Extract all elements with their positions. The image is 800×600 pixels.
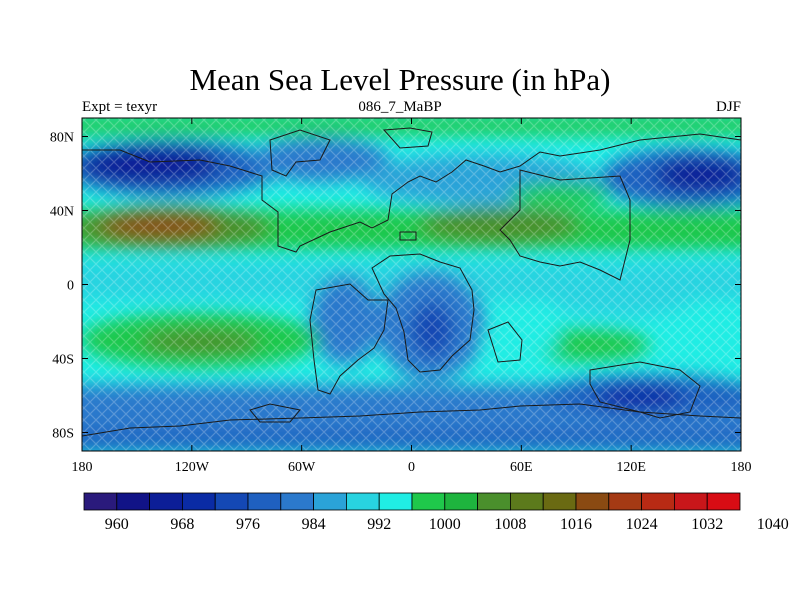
colorbar-swatch bbox=[247, 492, 282, 511]
colorbar-label: 1016 bbox=[560, 516, 592, 533]
colorbar-swatch bbox=[116, 492, 151, 511]
colorbar-swatch bbox=[509, 492, 544, 511]
colorbar-label: 1032 bbox=[691, 516, 723, 533]
colorbar-swatch bbox=[378, 492, 413, 511]
colorbar-label: 1040 bbox=[757, 516, 789, 533]
x-tick-label: 180 bbox=[72, 460, 93, 475]
y-tick-label: 0 bbox=[67, 279, 74, 294]
colorbar-label: 1024 bbox=[626, 516, 658, 533]
colorbar-swatch bbox=[149, 492, 183, 511]
experiment-label: Expt = texyr bbox=[82, 99, 158, 115]
x-tick-label: 0 bbox=[408, 460, 415, 475]
colorbar-label: 1000 bbox=[429, 516, 461, 533]
colorbar-label: 976 bbox=[236, 516, 260, 533]
colorbar-label: 1008 bbox=[494, 516, 526, 533]
season-label: DJF bbox=[715, 99, 741, 115]
colorbar-swatch bbox=[674, 492, 708, 511]
colorbar-label: 968 bbox=[170, 516, 194, 533]
colorbar-label: 992 bbox=[367, 516, 391, 533]
colorbar: 960 968 976 984 992 1000 1008 1016 1024 1032 1040 bbox=[83, 492, 789, 533]
x-tick-label: 120E bbox=[616, 460, 646, 475]
pressure-field bbox=[82, 118, 741, 451]
colorbar-swatch bbox=[83, 492, 118, 511]
y-tick-label: 80S bbox=[52, 427, 74, 442]
colorbar-label: 984 bbox=[302, 516, 326, 533]
colorbar-swatch bbox=[214, 492, 249, 511]
colorbar-swatch bbox=[706, 492, 741, 511]
x-tick-label: 180 bbox=[731, 460, 752, 475]
period-label: 086_7_MaBP bbox=[358, 99, 442, 115]
colorbar-swatch bbox=[575, 492, 610, 511]
colorbar-swatch bbox=[444, 492, 478, 511]
x-tick-label: 60W bbox=[288, 460, 316, 475]
x-tick-label: 60E bbox=[510, 460, 533, 475]
y-tick-label: 40S bbox=[52, 353, 74, 368]
colorbar-label: 960 bbox=[105, 516, 129, 533]
y-tick-label: 40N bbox=[50, 205, 74, 220]
colorbar-swatch bbox=[181, 492, 216, 511]
y-tick-label: 80N bbox=[50, 131, 74, 146]
colorbar-swatch bbox=[477, 492, 511, 511]
colorbar-swatch bbox=[313, 492, 347, 511]
axis-ticks: 180 120W 60W 0 60E 120E 180 80N 40N 0 40S 80S bbox=[50, 118, 752, 475]
colorbar-swatch bbox=[411, 492, 446, 511]
colorbar-swatch bbox=[641, 492, 675, 511]
map-title: Mean Sea Level Pressure (in hPa) bbox=[189, 62, 611, 97]
x-tick-label: 120W bbox=[175, 460, 210, 475]
colorbar-swatch bbox=[608, 492, 642, 511]
colorbar-swatch bbox=[345, 492, 380, 511]
colorbar-swatch bbox=[542, 492, 577, 511]
colorbar-swatch bbox=[280, 492, 314, 511]
